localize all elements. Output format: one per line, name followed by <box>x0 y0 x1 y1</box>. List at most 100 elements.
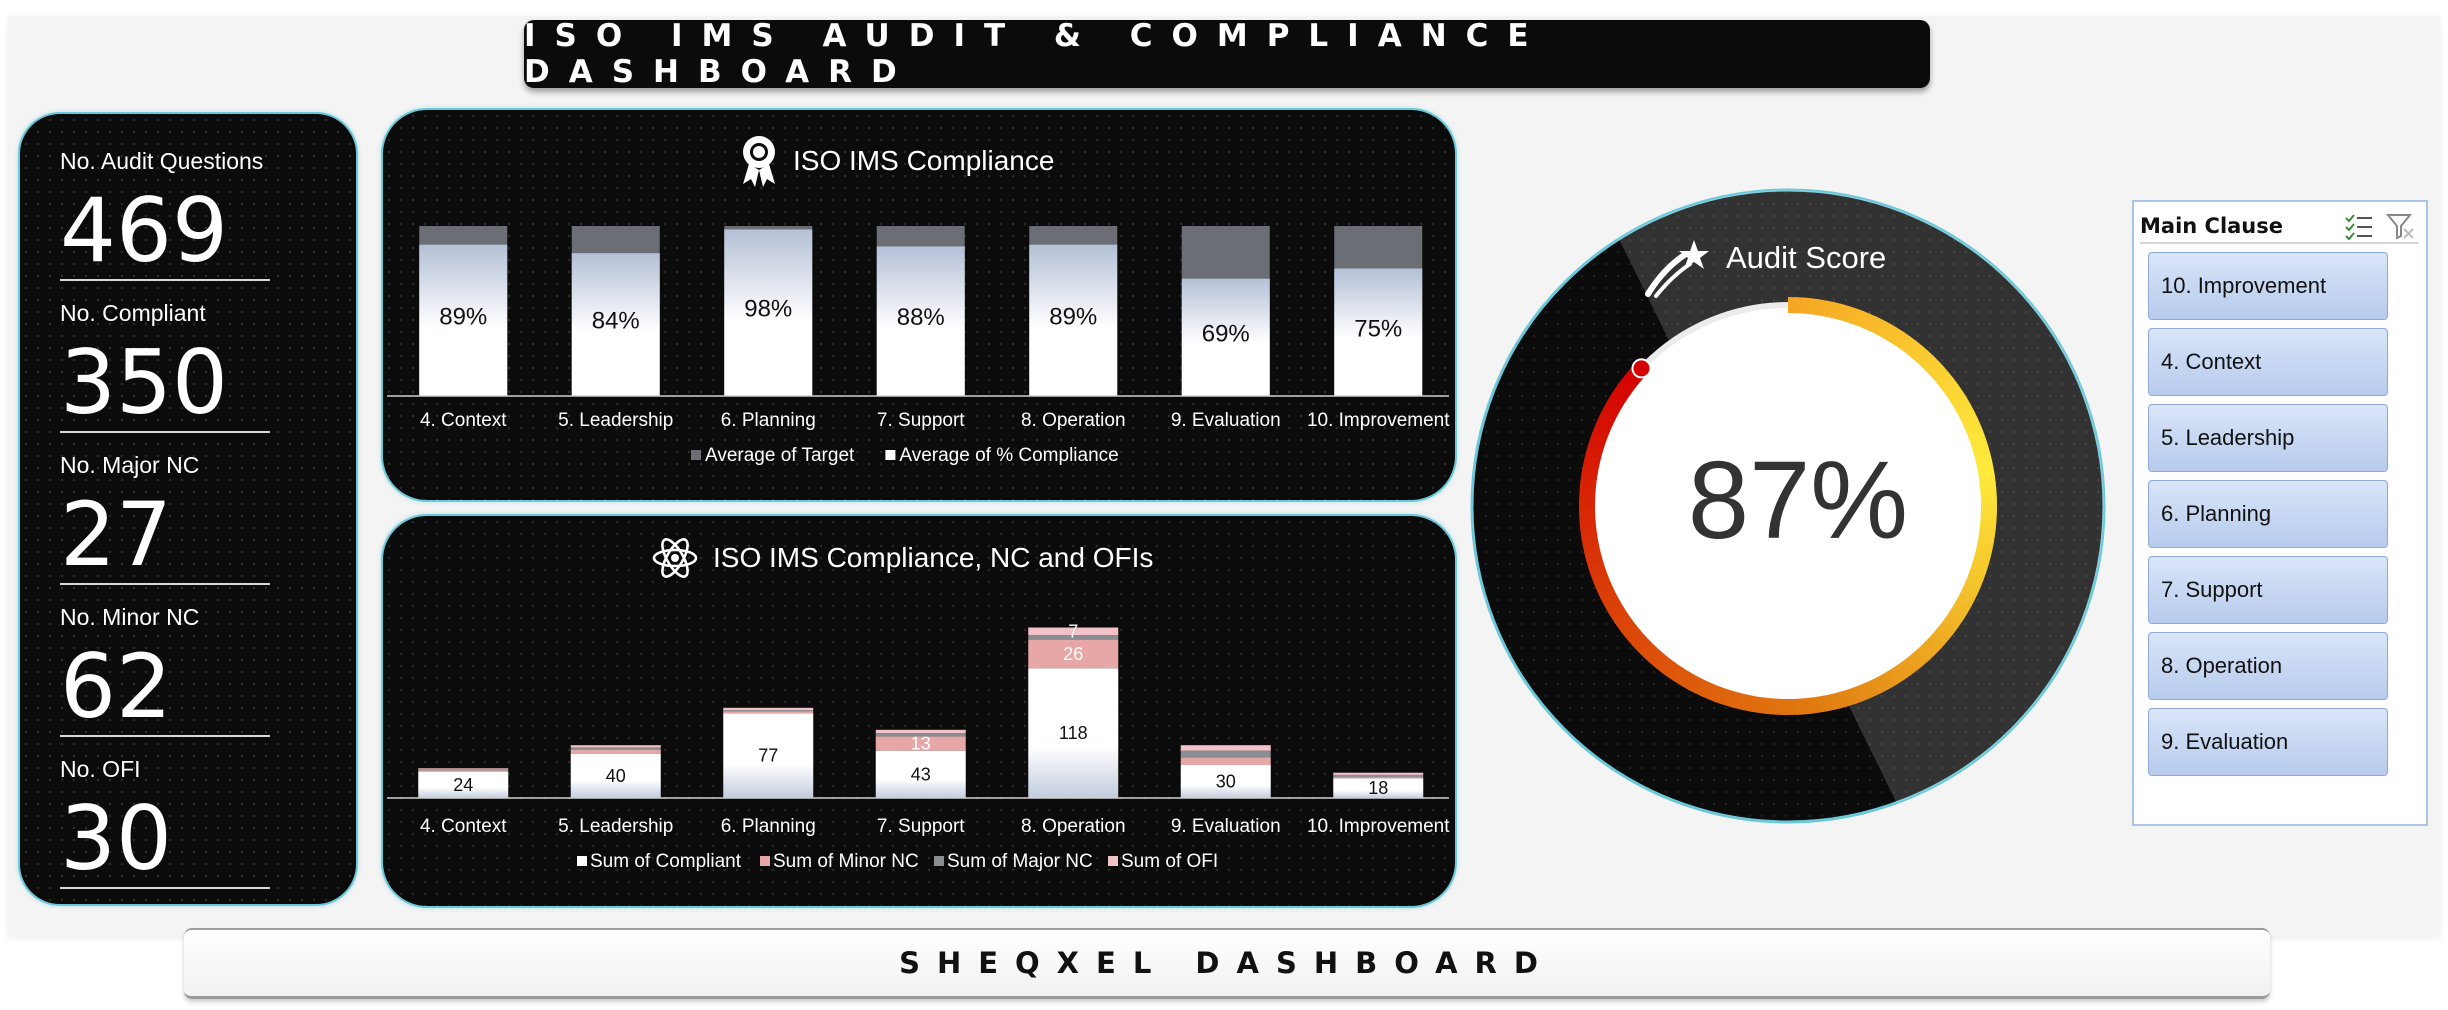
slicer-item-leadership[interactable]: 5. Leadership <box>2148 404 2388 472</box>
nc-chart-header: ISO IMS Compliance, NC and OFIs <box>651 534 1153 582</box>
audit-score-gauge: Audit Score 87% <box>1468 186 2108 826</box>
x-tick-label: 4. Context <box>420 410 507 431</box>
atom-icon <box>652 538 698 578</box>
nc-chart-title: ISO IMS Compliance, NC and OFIs <box>713 542 1154 573</box>
stack-segment-sum-of-major-nc <box>875 733 966 737</box>
compliance-bar-chart: 89% 4. Context 84% 5. Leadership 98% 6. Plann… <box>387 226 1450 466</box>
stack-segment-sum-of-ofi <box>1180 745 1271 751</box>
stack-data-label: 118 <box>1059 723 1088 743</box>
stack-segment-sum-of-major-nc <box>723 710 814 712</box>
stack-segment-sum-of-minor-nc <box>1028 639 1119 669</box>
kpi-compliant: No. Compliant 350 <box>60 300 270 433</box>
compliance-data-label: 88% <box>897 304 945 331</box>
audit-score-title: Audit Score <box>1726 240 1886 275</box>
kpi-panel: No. Audit Questions 469 No. Compliant 35… <box>18 112 358 906</box>
compliance-chart-title: ISO IMS Compliance <box>793 145 1055 176</box>
legend-entry: Sum of Major NC <box>947 851 1093 872</box>
gauge-face <box>1588 306 1988 706</box>
kpi-audit-questions: No. Audit Questions 469 <box>60 148 270 281</box>
legend-swatch <box>885 450 896 460</box>
slicer-item-evaluation[interactable]: 9. Evaluation <box>2148 708 2388 776</box>
slicer-item-support[interactable]: 7. Support <box>2148 556 2388 624</box>
stack-segment-sum-of-compliant <box>723 713 814 798</box>
legend-swatch <box>934 856 944 866</box>
stack-data-label: 7 <box>1068 621 1078 641</box>
slicer-title: Main Clause <box>2140 214 2284 238</box>
kpi-value: 350 <box>60 331 228 434</box>
multi-select-icon[interactable] <box>2344 212 2374 240</box>
stack-segment-sum-of-ofi <box>875 729 966 734</box>
stack-segment-sum-of-minor-nc <box>1333 777 1424 779</box>
stack-segment-sum-of-major-nc <box>1333 774 1424 778</box>
compliance-chart-header: ISO IMS Compliance <box>739 134 1054 188</box>
stack-segment-sum-of-compliant <box>418 771 509 798</box>
legend-entry: Average of % Compliance <box>899 445 1118 466</box>
stack-data-label: 26 <box>1063 644 1083 664</box>
slicer-item-context[interactable]: 4. Context <box>2148 328 2388 396</box>
kpi-major-nc: No. Major NC 27 <box>60 452 270 585</box>
stack-segment-sum-of-major-nc <box>418 769 509 771</box>
clear-filter-icon[interactable] <box>2386 212 2416 240</box>
kpi-divider <box>60 887 270 889</box>
stack-segment-sum-of-ofi <box>418 768 509 770</box>
slicer-divider <box>2140 242 2418 244</box>
main-clause-slicer: Main Clause 10. Improvement 4. Context 5… <box>2132 200 2428 826</box>
legend-entry: Sum of OFI <box>1121 851 1218 872</box>
stack-segment-sum-of-compliant <box>1028 668 1119 798</box>
legend-entry: Sum of Minor NC <box>773 851 919 872</box>
kpi-minor-nc: No. Minor NC 62 <box>60 604 270 737</box>
slicer-item-planning[interactable]: 6. Planning <box>2148 480 2388 548</box>
kpi-divider <box>60 735 270 737</box>
stack-segment-sum-of-compliant <box>1333 778 1424 798</box>
compliance-data-label: 98% <box>744 296 792 323</box>
compliance-bar <box>876 246 965 396</box>
x-tick-label: 5. Leadership <box>558 410 673 431</box>
legend-swatch <box>1108 856 1118 866</box>
stack-segment-sum-of-minor-nc <box>723 711 814 714</box>
stack-segment-sum-of-compliant <box>570 754 661 798</box>
footer-title: SHEQXEL DASHBOARD <box>899 946 1555 980</box>
slicer-item-operation[interactable]: 8. Operation <box>2148 632 2388 700</box>
x-tick-label: 7. Support <box>877 816 965 837</box>
x-tick-label: 9. Evaluation <box>1171 410 1281 431</box>
slicer-header: Main Clause <box>2140 210 2418 240</box>
stack-data-label: 40 <box>606 766 626 786</box>
stack-segment-sum-of-major-nc <box>1028 635 1119 640</box>
compliance-data-label: 84% <box>592 308 640 335</box>
stack-segment-sum-of-minor-nc <box>1180 757 1271 765</box>
stack-data-label: 30 <box>1216 772 1236 792</box>
x-tick-label: 5. Leadership <box>558 816 673 837</box>
stack-data-label: 43 <box>911 764 931 784</box>
x-tick-label: 10. Improvement <box>1307 410 1450 431</box>
slicer-item-improvement[interactable]: 10. Improvement <box>2148 252 2388 320</box>
stack-segment-sum-of-ofi <box>723 707 814 710</box>
award-ribbon-icon <box>743 136 775 187</box>
stack-segment-sum-of-ofi <box>1028 627 1119 636</box>
kpi-label: No. Compliant <box>60 300 206 326</box>
kpi-ofi: No. OFI 30 <box>60 756 270 889</box>
kpi-divider <box>60 583 270 585</box>
kpi-value: 30 <box>60 787 172 890</box>
audit-score-value: 87% <box>1688 439 1908 562</box>
legend-swatch <box>760 856 770 866</box>
compliance-bar <box>1029 244 1118 396</box>
x-tick-label: 7. Support <box>877 410 965 431</box>
footer-bar: SHEQXEL DASHBOARD <box>184 928 2270 999</box>
legend-swatch <box>577 856 587 866</box>
kpi-value: 27 <box>60 483 172 586</box>
legend-swatch <box>691 450 701 460</box>
stack-segment-sum-of-major-nc <box>1180 750 1271 758</box>
compliance-bar <box>724 229 813 396</box>
kpi-label: No. Audit Questions <box>60 148 264 174</box>
gauge-arc <box>1579 296 1997 715</box>
nc-chart-panel: ISO IMS Compliance, NC and OFIs 24 4. Con… <box>381 514 1457 908</box>
shooting-star-icon <box>1645 240 1709 298</box>
kpi-value: 62 <box>60 635 172 738</box>
compliance-bar <box>1181 278 1270 396</box>
x-tick-label: 6. Planning <box>721 816 816 837</box>
compliance-data-label: 89% <box>439 303 487 330</box>
legend-entry: Average of Target <box>705 445 855 466</box>
kpi-label: No. OFI <box>60 756 141 782</box>
x-tick-label: 10. Improvement <box>1307 816 1450 837</box>
stack-data-label: 13 <box>911 734 931 754</box>
